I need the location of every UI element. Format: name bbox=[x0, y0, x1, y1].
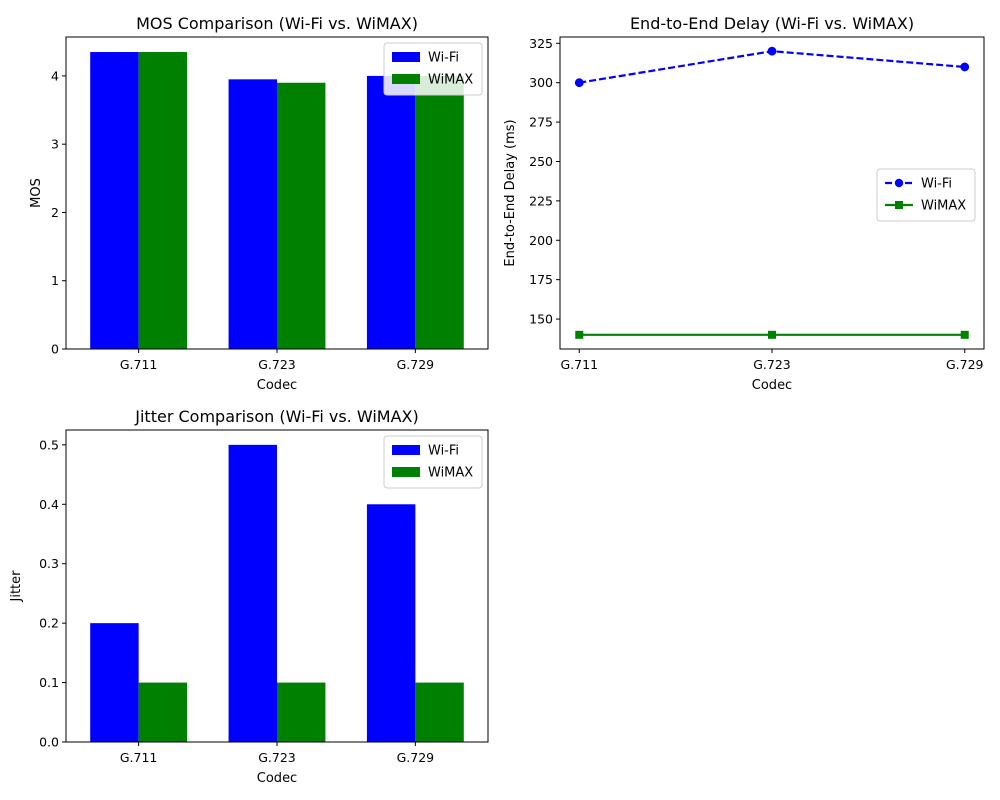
y-tick-label: 0.2 bbox=[39, 616, 59, 631]
chart-title: End-to-End Delay (Wi-Fi vs. WiMAX) bbox=[630, 14, 914, 33]
legend-swatch bbox=[392, 52, 420, 62]
chart-title: MOS Comparison (Wi-Fi vs. WiMAX) bbox=[136, 14, 418, 33]
legend-label: Wi-Fi bbox=[921, 177, 952, 192]
y-axis-label: MOS bbox=[29, 178, 44, 208]
bar-wi-fi-g711 bbox=[90, 52, 139, 350]
point-wimax-0 bbox=[575, 330, 584, 339]
chart-panel-2: 0.0 0.1 0.2 0.3 0.4 0.5 G.711 G.723 G.729 Jitter … bbox=[9, 407, 489, 786]
x-axis-label: Codec bbox=[257, 378, 297, 393]
y-tick-label: 0.0 bbox=[39, 735, 59, 750]
x-tick-label: G.723 bbox=[753, 357, 791, 372]
point-wi-fi-1 bbox=[767, 46, 777, 56]
x-tick-label: G.729 bbox=[946, 357, 984, 372]
bar-wi-fi-g729 bbox=[366, 75, 416, 349]
y-tick-label: 150 bbox=[529, 312, 553, 327]
y-tick-label: 225 bbox=[529, 193, 553, 208]
legend-label: WiMAX bbox=[921, 199, 966, 214]
x-tick-label: G.711 bbox=[120, 750, 158, 765]
chart-panel-0: 0 1 2 3 4 G.711 G.723 G.729 MOS Comparison (Wi-F… bbox=[29, 14, 489, 393]
y-axis-label: Jitter bbox=[9, 570, 24, 603]
point-wi-fi-2 bbox=[960, 62, 970, 72]
legend-marker bbox=[895, 201, 903, 209]
legend-swatch bbox=[392, 467, 420, 477]
chart-title: Jitter Comparison (Wi-Fi vs. WiMAX) bbox=[134, 407, 418, 426]
legend-swatch bbox=[392, 74, 420, 84]
x-tick-label: G.711 bbox=[561, 357, 599, 372]
y-axis-label: End-to-End Delay (ms) bbox=[503, 119, 518, 266]
y-tick-label: 4 bbox=[51, 68, 59, 83]
legend-label: Wi-Fi bbox=[428, 444, 459, 459]
y-tick-label: 200 bbox=[529, 233, 553, 248]
point-wimax-2 bbox=[960, 330, 969, 339]
x-tick-label: G.723 bbox=[258, 750, 296, 765]
bar-wi-fi-g729 bbox=[366, 504, 416, 742]
x-axis-label: Codec bbox=[257, 771, 297, 786]
y-tick-label: 0.4 bbox=[39, 497, 59, 512]
y-tick-label: 3 bbox=[51, 137, 59, 152]
bar-wi-fi-g723 bbox=[228, 444, 277, 742]
x-tick-label: G.711 bbox=[120, 357, 158, 372]
x-axis-label: Codec bbox=[752, 378, 792, 393]
y-tick-label: 275 bbox=[529, 115, 553, 130]
y-tick-label: 2 bbox=[51, 205, 59, 220]
bar-wimax-g711 bbox=[138, 682, 188, 742]
y-tick-label: 175 bbox=[529, 272, 553, 287]
legend-label: Wi-Fi bbox=[428, 51, 459, 66]
bar-wimax-g723 bbox=[277, 82, 326, 349]
y-tick-label: 0.1 bbox=[39, 675, 59, 690]
bar-wi-fi-g723 bbox=[228, 79, 277, 350]
legend-marker bbox=[894, 178, 904, 188]
point-wimax-1 bbox=[768, 330, 776, 339]
point-wi-fi-0 bbox=[574, 78, 584, 88]
y-tick-label: 0 bbox=[51, 342, 59, 357]
x-tick-label: G.723 bbox=[258, 357, 296, 372]
x-tick-label: G.729 bbox=[397, 750, 435, 765]
x-tick-label: G.729 bbox=[397, 357, 435, 372]
bar-wi-fi-g711 bbox=[90, 623, 139, 742]
bar-wimax-g711 bbox=[138, 52, 188, 350]
legend-label: WiMAX bbox=[428, 73, 473, 88]
y-tick-label: 1 bbox=[51, 273, 59, 288]
legend-label: WiMAX bbox=[428, 466, 473, 481]
y-tick-label: 250 bbox=[529, 154, 553, 169]
series-line-wi-fi bbox=[579, 50, 965, 84]
y-tick-label: 325 bbox=[529, 36, 553, 51]
y-tick-label: 0.5 bbox=[39, 437, 59, 452]
bar-wimax-g729 bbox=[415, 75, 464, 349]
y-tick-label: 300 bbox=[529, 75, 553, 90]
y-tick-label: 0.3 bbox=[39, 556, 59, 571]
chart-panel-1: 150 175 200 225 250 275 300 325 G.711 G.723 G.729 E… bbox=[503, 14, 985, 393]
legend-swatch bbox=[392, 445, 420, 455]
bar-wimax-g729 bbox=[415, 682, 464, 742]
bar-wimax-g723 bbox=[277, 682, 326, 742]
